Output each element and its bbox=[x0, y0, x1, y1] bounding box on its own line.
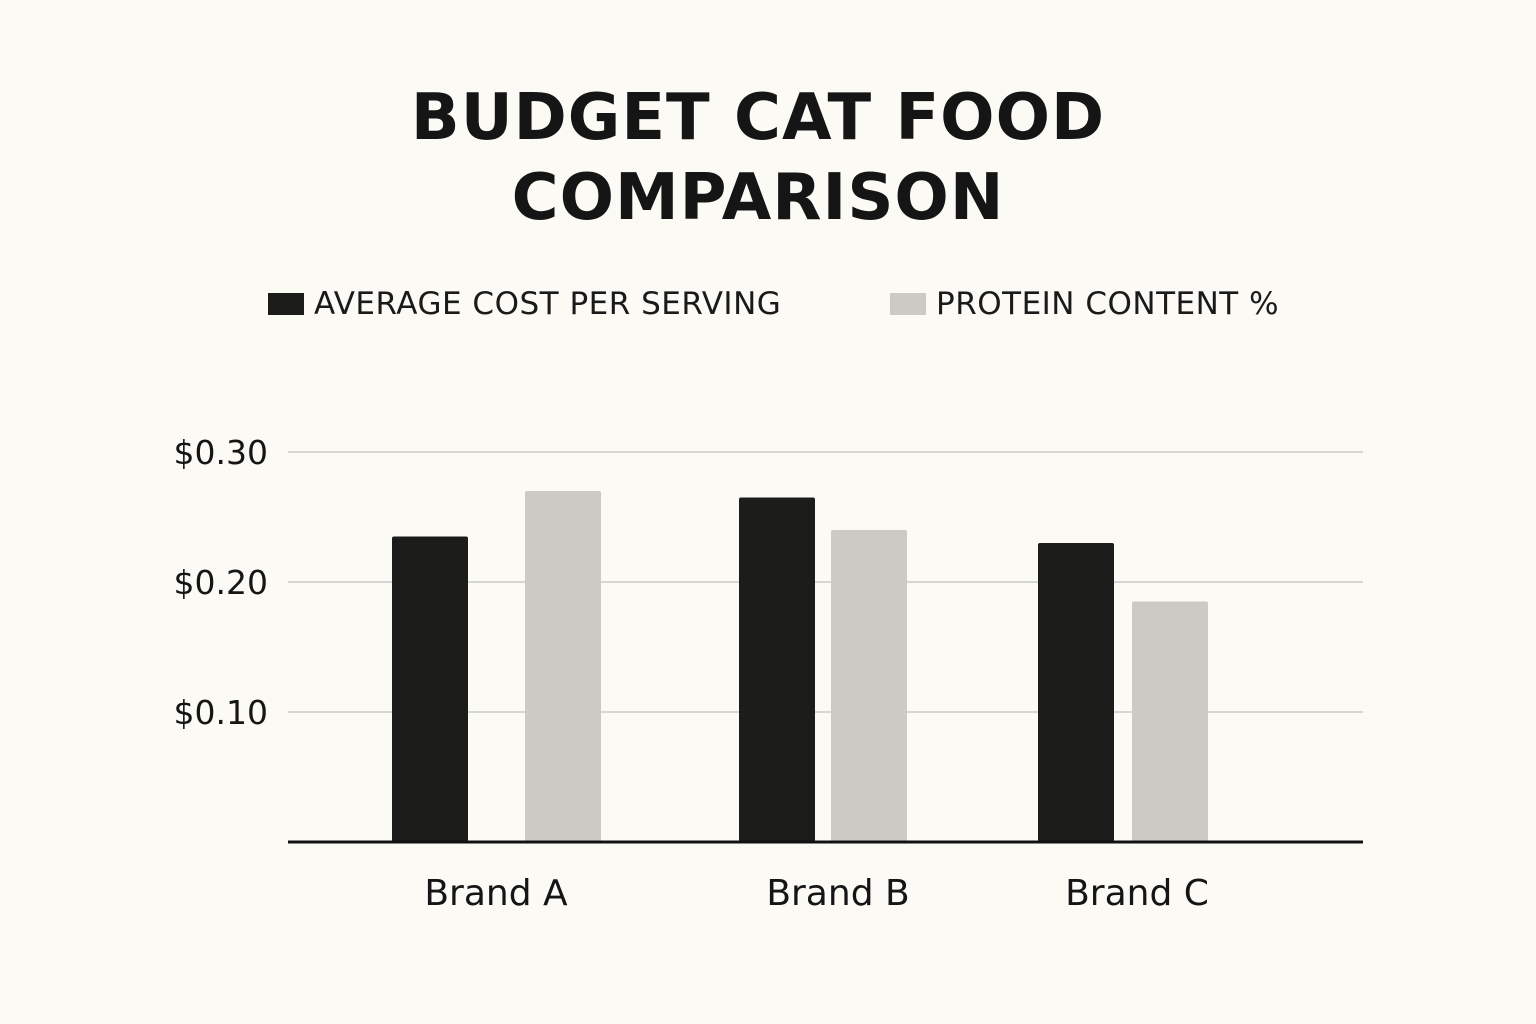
bar-cost-brand-c bbox=[1038, 543, 1114, 842]
chart-title: BUDGET CAT FOOD COMPARISON bbox=[0, 78, 1516, 238]
x-tick-label-0: Brand A bbox=[424, 873, 568, 914]
y-tick-label-1: $0.20 bbox=[174, 563, 268, 602]
legend-label-cost: AVERAGE COST PER SERVING bbox=[314, 286, 782, 322]
x-tick-label-2: Brand C bbox=[1065, 873, 1209, 914]
legend-swatch-protein bbox=[890, 293, 926, 315]
legend-item-protein: PROTEIN CONTENT % bbox=[890, 282, 1279, 326]
y-tick-label-2: $0.30 bbox=[174, 433, 268, 472]
bar-cost-brand-b bbox=[739, 497, 815, 842]
x-tick-label-1: Brand B bbox=[766, 873, 909, 914]
legend-item-cost: AVERAGE COST PER SERVING bbox=[268, 282, 781, 326]
legend-label-protein: PROTEIN CONTENT % bbox=[936, 286, 1280, 322]
legend-swatch-cost bbox=[268, 293, 304, 315]
chart-title-line-1: BUDGET CAT FOOD bbox=[410, 81, 1106, 155]
chart-title-line-2: COMPARISON bbox=[511, 161, 1005, 235]
bar-protein-brand-a bbox=[525, 491, 601, 842]
bar-cost-brand-a bbox=[392, 536, 468, 842]
bar-protein-brand-c bbox=[1132, 601, 1208, 842]
y-tick-label-0: $0.10 bbox=[174, 693, 268, 732]
bar-protein-brand-b bbox=[831, 530, 907, 842]
